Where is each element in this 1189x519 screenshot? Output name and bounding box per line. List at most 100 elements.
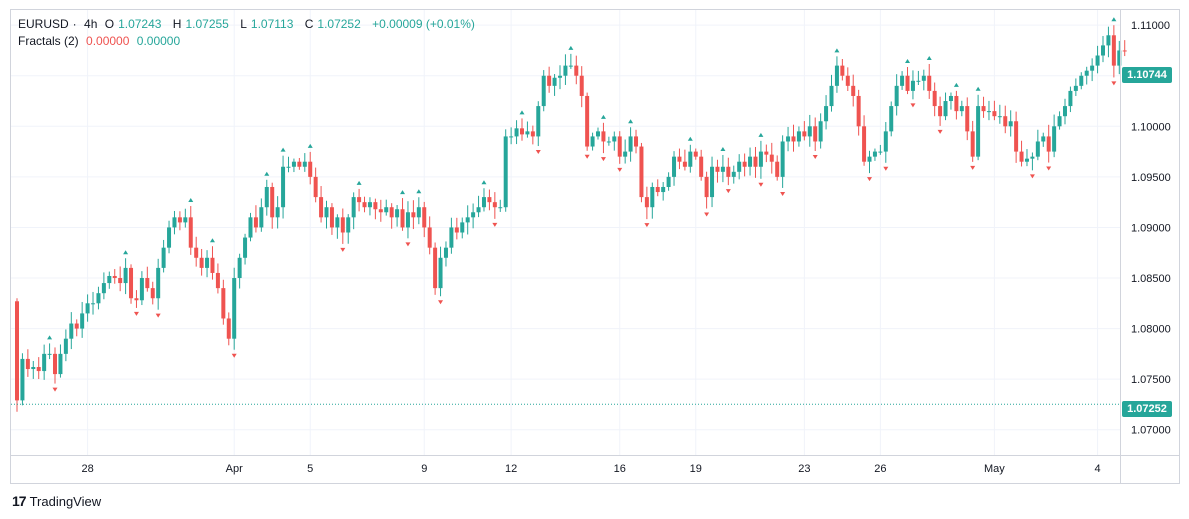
candle-body: [112, 275, 117, 279]
candle-body: [221, 288, 226, 319]
bull-candle: [872, 148, 877, 161]
y-tick-label: 1.07500: [1131, 374, 1171, 386]
candle-body: [74, 323, 79, 329]
bull-candle: [20, 353, 25, 406]
candle-body: [139, 278, 144, 301]
fractal-down-marker: [405, 242, 411, 247]
candle-body: [53, 353, 58, 375]
bear-candle: [639, 142, 644, 203]
candle-body: [883, 131, 888, 152]
bear-candle: [775, 155, 780, 181]
bull-candle: [183, 208, 188, 228]
fractal-down-marker: [52, 387, 58, 392]
bull-candle: [1095, 45, 1100, 74]
bear-candle: [15, 298, 19, 412]
bull-candle: [96, 286, 101, 310]
bull-candle: [900, 71, 905, 90]
bull-candle: [976, 94, 981, 161]
indicator-down-value: 0.00000: [136, 34, 181, 48]
candle-body: [101, 283, 106, 294]
fractal-markers: [47, 17, 1117, 392]
candle-body: [1046, 136, 1051, 152]
candle-body: [753, 156, 758, 167]
bear-candle: [400, 198, 405, 231]
brand[interactable]: 17 TradingView: [12, 493, 101, 509]
candle-body: [813, 126, 818, 142]
candle-body: [118, 278, 123, 284]
bull-candle: [465, 205, 470, 235]
bull-candle: [161, 239, 166, 273]
candle-body: [530, 131, 535, 137]
bull-candle: [666, 172, 671, 191]
candle-body: [443, 247, 448, 258]
bull-candle: [85, 294, 90, 322]
candles: [15, 25, 1127, 412]
indicator-up-value: 0.00000: [86, 34, 130, 48]
bull-candle: [367, 197, 372, 216]
bull-candle: [509, 127, 514, 145]
candle-body: [123, 267, 128, 284]
candle-body: [845, 75, 850, 86]
bear-candle: [118, 266, 123, 292]
bear-candle: [970, 120, 975, 162]
bear-candle: [813, 117, 818, 151]
interval-label[interactable]: 4h: [84, 17, 98, 31]
bear-candle: [530, 125, 535, 145]
candle-body: [568, 65, 573, 67]
candle-body: [948, 95, 953, 102]
fractal-up-marker: [416, 189, 422, 194]
bear-candle: [840, 58, 845, 81]
bull-candle: [1079, 72, 1084, 90]
bull-candle: [796, 126, 801, 147]
candle-body: [36, 367, 41, 372]
x-tick-label: Apr: [226, 463, 243, 475]
candle-body: [167, 227, 172, 248]
fractal-down-marker: [340, 247, 346, 252]
fractal-up-marker: [47, 335, 53, 340]
bear-candle: [726, 157, 731, 186]
candle-body: [992, 111, 997, 117]
bull-candle: [281, 155, 286, 219]
bull-candle: [476, 195, 481, 218]
indicator-name[interactable]: Fractals (2): [18, 34, 79, 48]
fractal-up-marker: [600, 114, 606, 119]
y-tick-label: 1.09500: [1131, 172, 1171, 184]
candle-body: [42, 353, 47, 372]
bear-candle: [634, 129, 639, 154]
candle-body: [976, 106, 981, 157]
bull-candle: [1024, 149, 1029, 167]
bull-candle: [612, 131, 617, 151]
fractal-down-marker: [133, 311, 139, 316]
candle-body: [878, 151, 883, 153]
bull-candle: [1068, 86, 1073, 113]
bull-candle: [568, 53, 573, 69]
bull-candle: [167, 220, 172, 254]
bull-candle: [291, 158, 296, 173]
candle-body: [872, 151, 877, 157]
candle-body: [634, 136, 639, 147]
fractal-down-marker: [1029, 174, 1035, 179]
candle-body: [291, 161, 296, 167]
candle-body: [558, 75, 562, 78]
low-label: L: [240, 17, 247, 31]
candle-body: [677, 156, 682, 162]
bear-candle: [699, 149, 704, 181]
bear-candle: [112, 269, 117, 284]
bear-candle: [519, 118, 524, 141]
bull-candle: [42, 344, 47, 380]
bear-candle: [791, 124, 796, 152]
bear-candle: [221, 279, 226, 325]
candle-body: [650, 186, 655, 208]
bull-candle: [443, 241, 448, 267]
symbol-label[interactable]: EURUSD: [18, 17, 69, 31]
bear-candle: [927, 64, 932, 99]
candle-body: [270, 186, 275, 218]
bull-candle: [894, 74, 899, 116]
candle-body: [297, 161, 302, 167]
chart-frame[interactable]: [10, 9, 1180, 484]
bear-candle: [150, 281, 155, 305]
bull-candle: [498, 199, 503, 212]
bull-candle: [889, 101, 894, 137]
bull-candle: [232, 267, 237, 350]
